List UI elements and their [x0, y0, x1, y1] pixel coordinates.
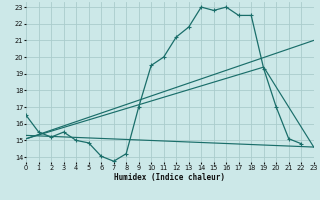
X-axis label: Humidex (Indice chaleur): Humidex (Indice chaleur)	[115, 173, 226, 182]
